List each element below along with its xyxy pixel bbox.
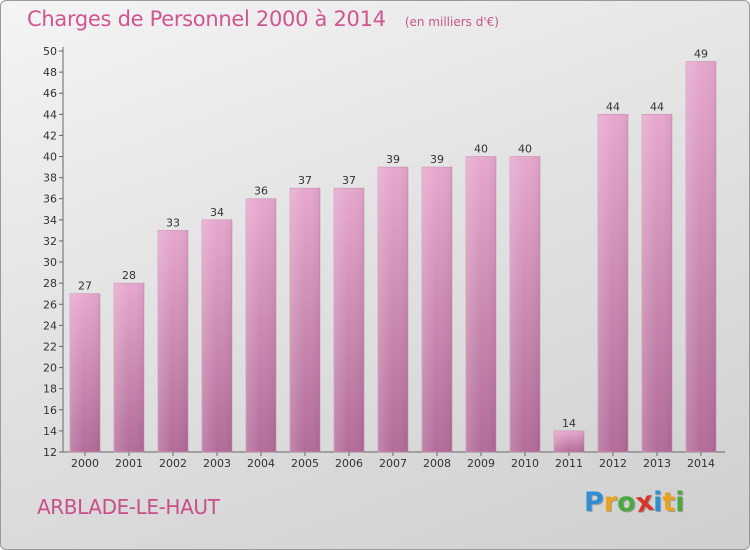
- y-tick-label: 18: [43, 383, 57, 396]
- x-tick-label: 2011: [555, 457, 583, 470]
- bar-shine-2004: [246, 198, 276, 452]
- x-tick-label: 2002: [159, 457, 187, 470]
- y-tick-label: 48: [43, 66, 57, 79]
- x-tick-label: 2008: [423, 457, 451, 470]
- data-label-2005: 37: [298, 174, 312, 187]
- x-tick-label: 2006: [335, 457, 363, 470]
- x-tick-label: 2003: [203, 457, 231, 470]
- x-tick-label: 2013: [643, 457, 671, 470]
- bar-shine-2002: [158, 230, 188, 452]
- y-tick-label: 44: [43, 108, 57, 121]
- data-label-2007: 39: [386, 153, 400, 166]
- data-labels: 27 28 33 34 36 37 37 39 39 40 40 14 44 44 49: [78, 48, 708, 430]
- y-tick-label: 26: [43, 298, 57, 311]
- bar-shine-2003: [202, 219, 232, 452]
- y-tick-label: 20: [43, 362, 57, 375]
- bar-shine-2000: [70, 293, 100, 452]
- x-tick-label: 2014: [687, 457, 715, 470]
- logo-letter: i: [675, 487, 685, 518]
- y-tick-label: 38: [43, 172, 57, 185]
- x-tick-label: 2012: [599, 457, 627, 470]
- y-axis: 12 14 16 18 20 22 24 26 28 30 32 34 36 38 40 42 44 46 48 50: [43, 45, 64, 459]
- data-label-2006: 37: [342, 174, 356, 187]
- y-tick-label: 12: [43, 446, 57, 459]
- data-label-2003: 34: [210, 206, 224, 219]
- data-label-2004: 36: [254, 185, 268, 198]
- title-row: Charges de Personnel 2000 à 2014 (en mil…: [27, 7, 499, 31]
- chart-title: Charges de Personnel 2000 à 2014: [27, 7, 386, 31]
- bar-shine-2013: [642, 114, 672, 452]
- data-label-2001: 28: [122, 269, 136, 282]
- bar-shine-2009: [466, 156, 496, 453]
- data-label-2014: 49: [694, 48, 708, 61]
- data-label-2000: 27: [78, 280, 92, 293]
- y-tick-label: 36: [43, 193, 57, 206]
- y-tick-label: 40: [43, 151, 57, 164]
- x-tick-label: 2001: [115, 457, 143, 470]
- bar-shine-2007: [378, 167, 408, 452]
- bar-shine-2005: [290, 188, 320, 452]
- y-tick-label: 24: [43, 319, 57, 332]
- x-axis: 2000 2001 2002 2003 2004 2005 2006 2007 2008 2009…: [63, 451, 725, 470]
- y-tick-label: 42: [43, 129, 57, 142]
- proxiti-logo[interactable]: Proxiti: [584, 486, 685, 520]
- data-label-2002: 33: [166, 216, 180, 229]
- y-tick-label: 14: [43, 425, 57, 438]
- bar-shine-2008: [422, 167, 452, 452]
- data-label-2010: 40: [518, 143, 532, 156]
- data-label-2013: 44: [650, 100, 664, 113]
- logo-letter: P: [584, 487, 604, 518]
- x-tick-label: 2004: [247, 457, 275, 470]
- bar-shine-2010: [510, 156, 540, 453]
- logo-letter: t: [662, 487, 676, 518]
- y-tick-label: 32: [43, 235, 57, 248]
- bar-shine-2006: [334, 188, 364, 452]
- chart-subtitle: (en milliers d'€): [404, 15, 499, 29]
- x-tick-label: 2007: [379, 457, 407, 470]
- y-tick-label: 50: [43, 45, 57, 58]
- logo-letter: r: [603, 487, 618, 518]
- data-label-2012: 44: [606, 100, 620, 113]
- bar-shine-2012: [598, 114, 628, 452]
- x-tick-label: 2000: [71, 457, 99, 470]
- commune-name: ARBLADE-LE-HAUT: [37, 495, 220, 519]
- y-tick-label: 34: [43, 214, 57, 227]
- y-tick-label: 46: [43, 87, 57, 100]
- x-tick-label: 2005: [291, 457, 319, 470]
- data-label-2009: 40: [474, 143, 488, 156]
- data-label-2011: 14: [562, 417, 576, 430]
- y-tick-label: 16: [43, 404, 57, 417]
- x-tick-label: 2010: [511, 457, 539, 470]
- y-tick-label: 28: [43, 277, 57, 290]
- bars: [69, 61, 717, 453]
- y-tick-label: 30: [43, 256, 57, 269]
- bar-shine-2011: [554, 430, 584, 452]
- x-tick-label: 2009: [467, 457, 495, 470]
- bar-shine-2014: [686, 61, 716, 452]
- bar-shine-2001: [114, 283, 144, 452]
- logo-letter: o: [617, 487, 636, 518]
- data-label-2008: 39: [430, 153, 444, 166]
- y-tick-label: 22: [43, 340, 57, 353]
- logo-letter: i: [653, 487, 663, 518]
